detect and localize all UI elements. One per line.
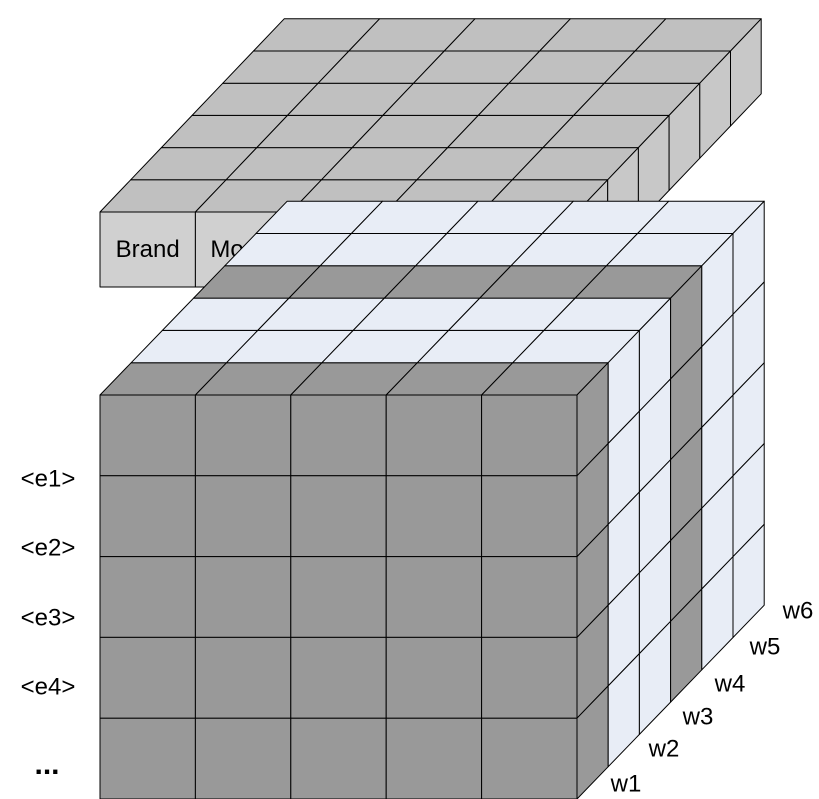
cube-front-cell: [385, 475, 483, 558]
cube-front-cell: [194, 475, 292, 558]
cube-front-cell: [194, 636, 292, 719]
cube-front-cell: [99, 475, 196, 558]
cube-front-cell: [481, 717, 578, 799]
cube-front-cell: [385, 717, 483, 799]
row-label-e3: <e3>: [21, 604, 76, 631]
cube-front-cell: [290, 717, 387, 799]
cube-front-cell: [481, 636, 578, 719]
cube-front-cell: [194, 394, 292, 477]
cube-front-cell: [481, 394, 578, 477]
depth-label-w5: w5: [749, 633, 781, 660]
row-ellipsis: ...: [34, 748, 59, 781]
depth-label-w6: w6: [782, 597, 814, 624]
schema-side-cell: [730, 18, 762, 127]
cube-front-cell: [290, 556, 387, 638]
column-label-brand: Brand: [116, 236, 180, 263]
cube-front-cell: [194, 717, 292, 799]
cube-front-cell: [290, 636, 387, 719]
cube-front-cell: [99, 556, 196, 638]
cube-front-cell: [99, 394, 196, 477]
depth-label-w1: w1: [610, 770, 642, 797]
cube-front-cell: [99, 717, 196, 799]
depth-label-w3: w3: [682, 703, 714, 730]
cube-front-cell: [385, 556, 483, 638]
cube-front-cell: [385, 394, 483, 477]
cube-side-cell: [732, 523, 765, 638]
cube-front-cell: [290, 475, 387, 558]
cube-front-cell: [385, 636, 483, 719]
cube-front-cell: [481, 556, 578, 638]
depth-label-w4: w4: [714, 670, 746, 697]
cube-front-cell: [290, 394, 387, 477]
cube-front-cell: [99, 636, 196, 719]
row-label-e4: <e4>: [21, 673, 76, 700]
row-label-e2: <e2>: [21, 534, 76, 561]
cube-front-cell: [481, 475, 578, 558]
cube-front-cell: [194, 556, 292, 638]
row-label-e1: <e1>: [21, 465, 76, 492]
data-cube: [99, 200, 765, 799]
depth-label-w2: w2: [648, 735, 680, 762]
